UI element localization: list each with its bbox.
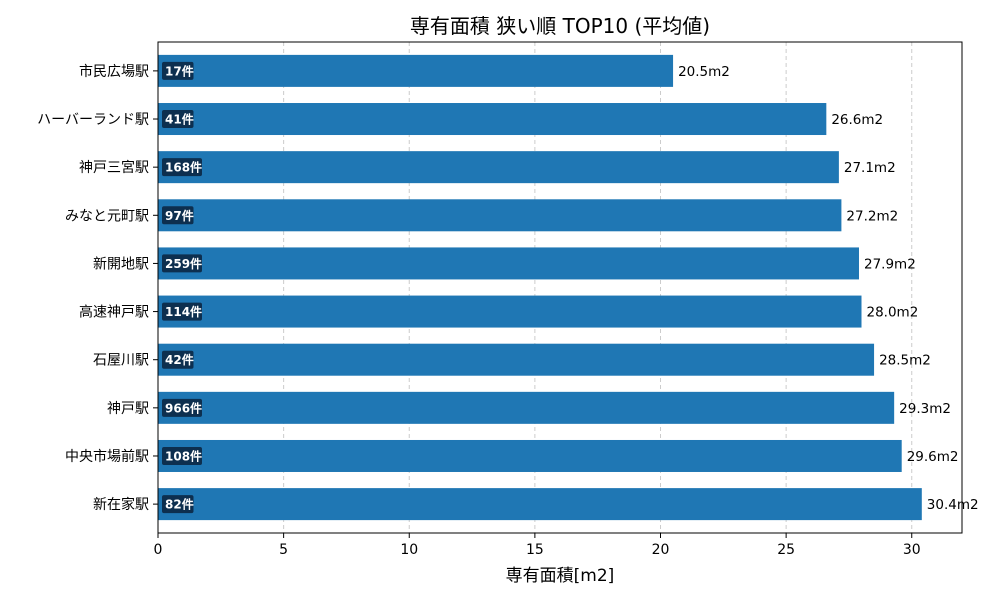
count-label: 17件 (165, 63, 194, 78)
category-label: 石屋川駅 (93, 353, 149, 369)
x-axis-label: 専有面積[m2] (506, 566, 615, 586)
count-badge (162, 158, 202, 177)
chart-title: 専有面積 狭い順 TOP10 (平均値) (410, 14, 710, 38)
count-badge (162, 254, 202, 273)
bar (158, 295, 862, 328)
x-tick-label: 0 (154, 542, 163, 558)
count-badge (162, 495, 194, 514)
bar (158, 151, 839, 184)
count-label: 108件 (165, 448, 202, 463)
category-label: 新開地駅 (93, 256, 149, 272)
plot-frame (157, 41, 963, 534)
bar (158, 439, 902, 472)
count-label: 114件 (165, 304, 202, 319)
count-label: 41件 (165, 112, 194, 127)
count-label: 966件 (165, 400, 202, 415)
count-badge (162, 398, 202, 417)
x-tick-label: 30 (903, 542, 921, 558)
count-label: 97件 (165, 208, 194, 223)
bar (158, 199, 842, 232)
value-label: 30.4m2 (927, 497, 979, 513)
bar (158, 391, 895, 424)
value-label: 29.6m2 (907, 449, 959, 465)
x-tick-label: 25 (777, 542, 795, 558)
x-tick-label: 5 (279, 542, 288, 558)
count-badge (162, 302, 202, 321)
bars: 17件 20.5m2 41件 26.6m2 168件 27.1m2 97件 27.2m2 259… (158, 54, 979, 521)
value-label: 26.6m2 (831, 112, 883, 128)
category-label: 高速神戸駅 (79, 304, 149, 321)
x-tick-label: 15 (526, 542, 544, 558)
x-tick-label: 20 (652, 542, 670, 558)
count-badge (162, 110, 194, 129)
bar (158, 343, 875, 376)
category-label: ハーバーランド駅 (37, 112, 149, 128)
category-label: 新在家駅 (93, 496, 149, 513)
category-label: みなと元町駅 (65, 208, 149, 224)
value-label: 28.5m2 (879, 353, 931, 369)
count-label: 82件 (165, 497, 194, 512)
x-tick-label: 10 (400, 542, 418, 558)
count-label: 42件 (165, 352, 194, 367)
count-label: 168件 (165, 160, 202, 175)
count-badge (162, 350, 194, 369)
value-label: 27.9m2 (864, 256, 916, 272)
count-badge (162, 206, 194, 225)
value-label: 28.0m2 (867, 305, 919, 321)
value-label: 20.5m2 (678, 64, 730, 80)
bar (158, 488, 922, 521)
count-badge (162, 61, 194, 80)
category-label: 神戸三宮駅 (79, 160, 149, 176)
value-label: 29.3m2 (899, 401, 951, 417)
bar (158, 54, 674, 87)
value-label: 27.1m2 (844, 160, 896, 176)
value-label: 27.2m2 (846, 208, 898, 224)
bar (158, 247, 859, 280)
count-label: 259件 (165, 256, 202, 271)
bar (158, 103, 827, 136)
count-badge (162, 446, 202, 465)
category-label: 中央市場前駅 (65, 448, 149, 465)
category-label: 神戸駅 (107, 401, 149, 417)
category-label: 市民広場駅 (79, 63, 149, 80)
axes: 市民広場駅ハーバーランド駅神戸三宮駅みなと元町駅新開地駅高速神戸駅石屋川駅神戸駅… (37, 41, 963, 558)
